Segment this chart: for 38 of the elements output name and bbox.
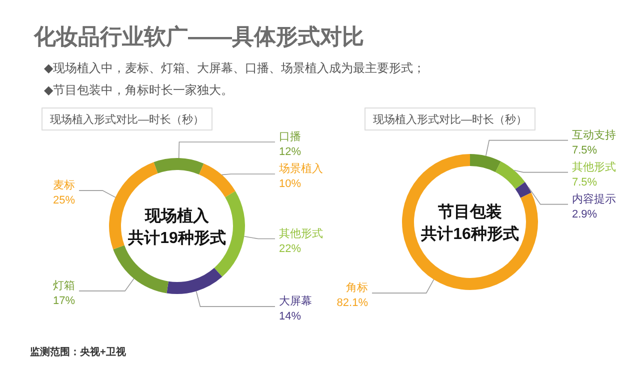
text: 监测范围：央视+卫视 (30, 346, 127, 358)
data-label: 7.5% (572, 144, 598, 156)
data-label: 2.9% (572, 208, 598, 220)
slice-label: 内容提示 (572, 192, 616, 206)
text: 化妆品行业软广——具体形式对比 (33, 24, 364, 49)
data-label: 12% (279, 146, 302, 158)
data-label: 22% (279, 242, 302, 255)
data-label: 10% (279, 178, 302, 190)
slice-label: 其他形式 (279, 226, 323, 240)
donut-slice (402, 154, 538, 290)
donut-slice (154, 158, 204, 175)
donut-slice (470, 154, 501, 172)
data-label: 14% (279, 310, 302, 323)
donut-slice (113, 245, 168, 294)
donut-slice (495, 161, 526, 190)
data-label: 82.1% (336, 297, 368, 310)
text: 现场植入 (144, 207, 210, 225)
donut-slice (515, 182, 532, 198)
slice-label: 大屏幕 (279, 294, 312, 308)
data-label: 7.5% (572, 176, 598, 188)
slice-label: 角标 (346, 282, 368, 294)
data-label: 25% (52, 194, 76, 207)
text: 节目包装 (437, 203, 502, 221)
text: 共计16种形式 (420, 225, 519, 243)
text: ◆节目包装中，角标时长一家独大。 (44, 83, 234, 97)
donut-slice (166, 268, 222, 294)
slice-label: 场景植入 (278, 162, 323, 176)
donut-slice (199, 163, 236, 198)
slice-label: 口播 (279, 131, 301, 144)
chart-title: 现场植入形式对比—时长（秒） (373, 113, 527, 126)
text: 共计19种形式 (127, 229, 226, 247)
slice-label: 互动支持 (572, 128, 616, 142)
data-label: 17% (52, 294, 76, 307)
slice-label: 其他形式 (572, 160, 616, 174)
slice-label: 灯箱 (53, 280, 75, 292)
slice-label: 麦标 (53, 178, 75, 192)
chart-title: 现场植入形式对比—时长（秒） (50, 113, 204, 126)
text: ◆现场植入中，麦标、灯箱、大屏幕、口播、场景植入成为最主要形式； (44, 61, 426, 75)
